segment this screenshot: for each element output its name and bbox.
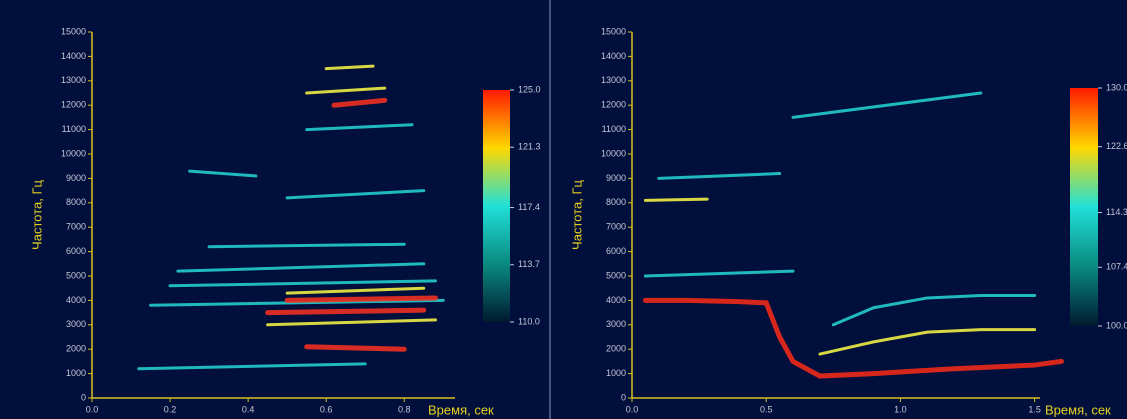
x-tick-label: 0.5: [760, 404, 773, 414]
y-tick-label: 13000: [61, 75, 86, 85]
y-tick-label: 9000: [66, 173, 86, 183]
y-axis-label: Частота, Гц: [569, 180, 584, 250]
y-tick-label: 8000: [66, 197, 86, 207]
y-tick-label: 7000: [606, 222, 626, 232]
y-tick-label: 3000: [66, 319, 86, 329]
x-tick-label: 0.8: [398, 404, 411, 414]
colorbar-tick-label: 110.0: [518, 316, 540, 326]
x-axis-label: Время, сек: [428, 402, 494, 417]
y-tick-label: 7000: [66, 222, 86, 232]
x-tick-label: 1.0: [894, 404, 907, 414]
y-tick-label: 12000: [61, 100, 86, 110]
x-tick-label: 1.5: [1028, 404, 1041, 414]
y-tick-label: 3000: [606, 319, 626, 329]
colorbar-tick-label: 113.7: [518, 259, 540, 269]
y-tick-label: 14000: [601, 51, 626, 61]
colorbar-tick-label: 121.3: [518, 142, 541, 152]
y-tick-label: 1000: [606, 368, 626, 378]
x-tick-label: 0.4: [242, 404, 255, 414]
y-axis-label: Частота, Гц: [29, 180, 44, 250]
x-tick-label: 0.0: [86, 404, 99, 414]
y-tick-label: 4000: [606, 295, 626, 305]
y-tick-label: 10000: [61, 148, 86, 158]
colorbar-tick-label: 130.0: [1106, 82, 1127, 92]
spectral-trace: [137, 123, 445, 371]
y-tick-label: 9000: [606, 173, 626, 183]
spectral-trace: [642, 297, 1064, 379]
spectral-trace: [265, 97, 438, 352]
y-tick-label: 2000: [66, 344, 86, 354]
colorbar-tick-label: 122.6: [1106, 141, 1127, 151]
y-tick-label: 2000: [606, 344, 626, 354]
y-tick-label: 12000: [601, 100, 626, 110]
y-tick-label: 6000: [606, 246, 626, 256]
y-tick-label: 11000: [602, 124, 626, 134]
y-tick-label: 5000: [66, 270, 86, 280]
colorbar-tick-label: 117.4: [518, 202, 540, 212]
y-tick-label: 13000: [601, 75, 626, 85]
x-tick-label: 0.0: [626, 404, 639, 414]
y-tick-label: 14000: [61, 51, 86, 61]
x-tick-label: 0.6: [320, 404, 333, 414]
x-tick-label: 0.2: [164, 404, 177, 414]
y-tick-label: 0: [81, 392, 86, 402]
colorbar-tick-label: 107.4: [1106, 262, 1127, 272]
colorbar: [1070, 88, 1098, 326]
colorbar-tick-label: 114.3: [1106, 207, 1127, 217]
y-tick-label: 11000: [62, 124, 86, 134]
x-axis-label: Время, сек: [1045, 402, 1111, 417]
colorbar-tick-label: 100.0: [1106, 320, 1127, 330]
y-tick-label: 8000: [606, 197, 626, 207]
y-tick-label: 1000: [66, 368, 86, 378]
colorbar: [483, 90, 510, 322]
y-tick-label: 6000: [66, 246, 86, 256]
spectral-trace: [643, 91, 1037, 327]
colorbar-tick-label: 125.0: [518, 84, 541, 94]
y-tick-label: 4000: [66, 295, 86, 305]
y-tick-label: 15000: [61, 26, 86, 36]
spectral-trace: [643, 197, 1037, 356]
y-tick-label: 10000: [601, 148, 626, 158]
y-tick-label: 15000: [601, 26, 626, 36]
y-tick-label: 5000: [606, 270, 626, 280]
spectral-trace: [266, 64, 437, 327]
y-tick-label: 0: [621, 392, 626, 402]
